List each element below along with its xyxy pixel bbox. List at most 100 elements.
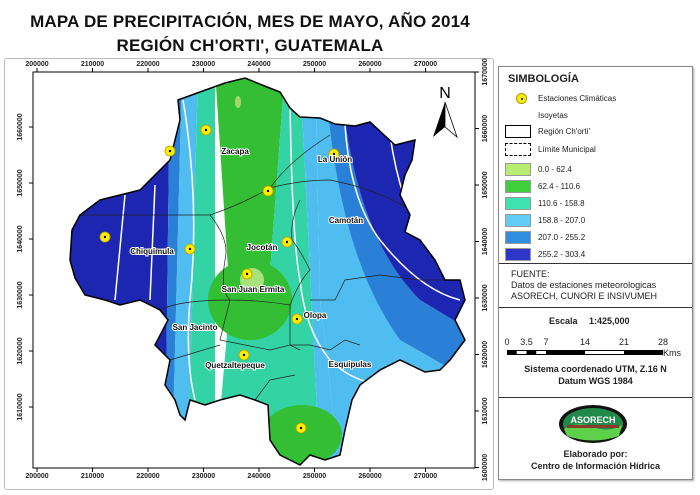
climate-station-icon[interactable] [291, 313, 303, 325]
x-axis-ticks: 200000 200000 210000 210000 220000 220000 2300… [25, 61, 437, 480]
class-swatch [505, 163, 531, 176]
x-tick-label-top: 230000 [192, 61, 215, 68]
x-tick-label-top: 270000 [414, 61, 437, 68]
precipitation-map: 200000 200000 210000 210000 220000 220000 2300… [17, 58, 489, 481]
y-tick-label-right: 1620000 [482, 341, 489, 368]
x-tick-label-bottom: 220000 [136, 473, 159, 480]
scale-tick-label: 21 [618, 337, 629, 347]
place-label: La Unión [318, 155, 352, 164]
x-tick-label-bottom: 270000 [414, 473, 437, 480]
x-tick-label-bottom: 260000 [358, 473, 381, 480]
class-label: 255.2 - 303.4 [538, 250, 586, 259]
x-tick-label-top: 200000 [25, 61, 48, 68]
place-label: Quetzaltepeque [205, 361, 265, 370]
x-tick-label-top: 260000 [358, 61, 381, 68]
class-swatch [505, 248, 531, 261]
place-label: San Jacinto [173, 323, 218, 332]
class-label: 0.0 - 62.4 [538, 165, 572, 174]
scale-tick-label: 14 [579, 337, 590, 347]
x-tick-label-bottom: 250000 [303, 473, 326, 480]
x-tick-label-bottom: 210000 [81, 473, 104, 480]
climate-station-icon[interactable] [328, 148, 340, 160]
region-outline [69, 77, 466, 466]
scale-label: Escala [549, 316, 578, 326]
y-tick-label-left: 1650000 [17, 169, 24, 196]
climate-station-icon[interactable] [200, 124, 212, 136]
zone-110-158 [215, 78, 320, 465]
y-tick-label-right: 1640000 [482, 228, 489, 255]
climate-stations [99, 124, 340, 434]
zone-62-110 [208, 260, 292, 340]
legend-region: Región Ch'orti' [538, 127, 590, 136]
class-swatch [505, 197, 531, 210]
crs-line1: Sistema coordenado UTM, Z.16 N [524, 364, 667, 374]
north-arrow-icon: N [433, 85, 458, 139]
place-label: Chiquimula [130, 247, 174, 256]
credits-line2: Centro de Información Hídrica [530, 461, 661, 471]
map-frame-border [4, 58, 494, 490]
y-tick-label-right: 1660000 [482, 115, 489, 142]
x-tick-label-top: 240000 [247, 61, 270, 68]
asorech-logo: ASORECH [559, 405, 627, 443]
source-heading: FUENTE: [511, 269, 550, 279]
class-label: 207.0 - 255.2 [538, 233, 586, 242]
legend-isoyets: Isoyetas [538, 111, 568, 120]
y-tick-label-left: 1660000 [17, 113, 24, 140]
scale-tick-label: 28 [657, 337, 668, 347]
x-tick-label-bottom: 240000 [247, 473, 270, 480]
scale-unit: Kms [663, 348, 681, 358]
x-tick-label-top: 250000 [303, 61, 326, 68]
climate-station-icon[interactable] [281, 236, 293, 248]
place-label: Camotán [329, 216, 363, 225]
place-label: Esquipulas [329, 360, 372, 369]
zone-158-207 [300, 78, 340, 465]
y-tick-label-right: 1670000 [482, 58, 489, 85]
legend-panel: SIMBOLOGÍA Estaciones Climáticas Isoyeta… [498, 66, 693, 480]
climate-station-icon[interactable] [262, 185, 274, 197]
climate-station-icon[interactable] [295, 422, 307, 434]
scale-tick-label: 0 [504, 337, 510, 347]
x-tick-label-bottom: 200000 [25, 473, 48, 480]
zone-207-255 [165, 78, 182, 465]
place-label: Olopa [304, 311, 327, 320]
scale-tick-label: 3.5 [520, 337, 533, 347]
climate-station-icon[interactable] [184, 243, 196, 255]
place-labels: Zacapa La Unión Camotán Chiquimula Jocotán Sa… [129, 146, 373, 371]
x-tick-label-top: 210000 [81, 61, 104, 68]
y-tick-label-left: 1610000 [17, 393, 24, 420]
y-tick-label-right: 1610000 [482, 397, 489, 424]
class-swatch [505, 180, 531, 193]
svg-text:ASORECH: ASORECH [570, 415, 615, 425]
class-label: 62.4 - 110.6 [538, 182, 581, 191]
zone-158-207 [315, 78, 465, 465]
class-swatch [505, 231, 531, 244]
source-line1: Datos de estaciones meteorologicas [511, 280, 657, 290]
scale-ratio: 1:425,000 [589, 316, 630, 326]
climate-station-icon[interactable] [164, 145, 176, 157]
y-tick-label-left: 1630000 [17, 281, 24, 308]
class-swatch [505, 214, 531, 227]
map-subtitle: REGIÓN CH'ORTI', GUATEMALA [116, 36, 384, 55]
legend-municipal: Límite Municipal [538, 145, 596, 154]
climate-station-icon[interactable] [241, 268, 253, 280]
scale-bar [507, 350, 663, 355]
climate-station-icon[interactable] [99, 231, 111, 243]
zone-62-110 [262, 405, 342, 465]
credits-line1: Elaborado por: [563, 449, 628, 459]
class-label: 110.6 - 158.8 [538, 199, 585, 208]
x-tick-label-bottom: 230000 [192, 473, 215, 480]
scale-tick-label: 7 [543, 337, 549, 347]
municipal-symbol [505, 143, 531, 156]
station-symbol-icon [516, 93, 527, 104]
zone-62-110 [215, 78, 285, 300]
x-tick-label-top: 220000 [136, 61, 159, 68]
symbology-section: SIMBOLOGÍA Estaciones Climáticas Isoyeta… [499, 67, 692, 264]
zone-110-158 [188, 78, 215, 465]
climate-station-icon[interactable] [238, 349, 250, 361]
credits-section: ASORECH Elaborado por: Centro de Informa… [499, 398, 692, 478]
north-label: N [439, 85, 451, 102]
place-label: Jocotán [247, 243, 278, 252]
class-label: 158.8 - 207.0 [538, 216, 586, 225]
y-tick-label-right: 1600000 [482, 454, 489, 481]
